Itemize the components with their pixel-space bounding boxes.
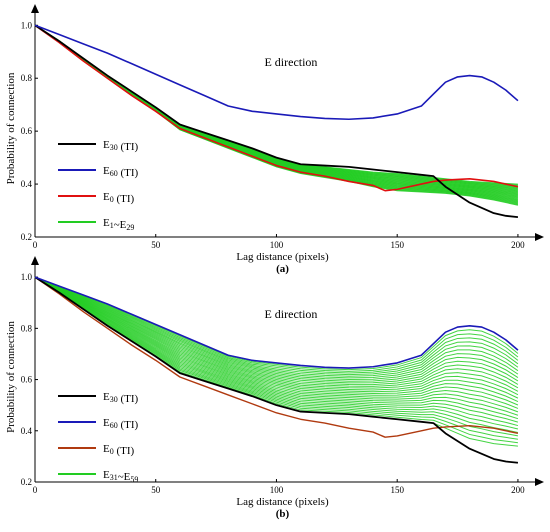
series-line bbox=[34, 276, 519, 464]
x-axis-label: Lag distance (pixels) bbox=[236, 251, 329, 263]
series-line bbox=[34, 24, 519, 192]
series-line-member bbox=[34, 276, 519, 384]
series-line-member bbox=[34, 276, 519, 423]
series-line-member bbox=[34, 276, 519, 409]
x-tick-label: 50 bbox=[151, 485, 161, 495]
y-tick-label: 0.8 bbox=[21, 323, 33, 333]
x-tick-label: 200 bbox=[511, 240, 525, 250]
series-line-member bbox=[34, 276, 519, 413]
x-tick-label: 150 bbox=[390, 240, 404, 250]
x-tick-label: 100 bbox=[270, 240, 284, 250]
x-tick-label: 0 bbox=[33, 485, 38, 495]
legend-label: E60 (TI) bbox=[103, 417, 139, 431]
y-axis-label: Probability of connection bbox=[5, 321, 17, 433]
legend: E30 (TI) E60 (TI) E0 (TI) E31~E59 bbox=[58, 391, 139, 484]
series-line-member bbox=[34, 276, 519, 406]
legend-label: E30 (TI) bbox=[103, 391, 139, 405]
series-line-member bbox=[34, 276, 519, 374]
x-tick-label: 200 bbox=[511, 485, 525, 495]
series-line bbox=[34, 24, 519, 219]
series-line-member bbox=[34, 276, 519, 433]
series-line-member bbox=[34, 276, 519, 371]
y-tick-label: 0.6 bbox=[21, 126, 33, 136]
x-tick-label: 0 bbox=[33, 240, 38, 250]
series-line-member bbox=[34, 276, 519, 437]
chart-panel-a: 0 50 100 150 200 0.2 0.4 0.6 0.8 1.0 Lag distance … bbox=[5, 4, 544, 275]
x-tick-label: 50 bbox=[151, 240, 161, 250]
series-line-member bbox=[34, 276, 519, 389]
series-line-member bbox=[34, 276, 519, 440]
legend-label: E60 (TI) bbox=[103, 165, 139, 179]
chart-title: E direction bbox=[264, 307, 317, 321]
series-line-member bbox=[34, 276, 519, 382]
y-tick-label: 0.2 bbox=[21, 477, 32, 487]
series-line bbox=[34, 276, 519, 369]
series-line-member bbox=[34, 276, 519, 392]
x-axis-arrow bbox=[535, 233, 544, 241]
series-line bbox=[34, 24, 519, 121]
y-tick-label: 1.0 bbox=[21, 272, 33, 282]
y-tick-label: 1.0 bbox=[21, 20, 33, 30]
series-line-member bbox=[34, 276, 519, 396]
y-tick-label: 0.2 bbox=[21, 232, 32, 242]
series-line-member bbox=[34, 276, 519, 427]
y-tick-label: 0.4 bbox=[21, 426, 33, 436]
y-tick-label: 0.4 bbox=[21, 179, 33, 189]
legend-label: E0 (TI) bbox=[103, 191, 135, 205]
x-axis-label: Lag distance (pixels) bbox=[236, 496, 329, 508]
y-axis-arrow bbox=[31, 4, 39, 13]
y-axis-label: Probability of connection bbox=[5, 72, 17, 184]
legend-label: E30 (TI) bbox=[103, 139, 139, 153]
series-line-member bbox=[34, 276, 519, 377]
panel-label: (a) bbox=[276, 263, 289, 275]
legend-label: E0 (TI) bbox=[103, 443, 135, 457]
chart-panel-b: 0 50 100 150 200 0.2 0.4 0.6 0.8 1.0 Lag distance … bbox=[5, 256, 544, 520]
series-line-member bbox=[34, 276, 519, 376]
series-line-member bbox=[34, 276, 519, 372]
series-line-member bbox=[34, 276, 519, 430]
y-axis-arrow bbox=[31, 256, 39, 265]
legend-label: E1~E29 bbox=[103, 217, 134, 232]
y-tick-label: 0.6 bbox=[21, 375, 33, 385]
x-tick-label: 100 bbox=[270, 485, 284, 495]
series-line-member bbox=[34, 276, 519, 403]
legend-label: E31~E59 bbox=[103, 469, 138, 484]
x-axis-arrow bbox=[535, 478, 544, 486]
legend: E30 (TI) E60 (TI) E0 (TI) E1~E29 bbox=[58, 139, 139, 232]
series-line-member bbox=[34, 276, 519, 379]
series-line bbox=[34, 276, 519, 438]
y-tick-label: 0.8 bbox=[21, 73, 33, 83]
chart-title: E direction bbox=[264, 55, 317, 69]
series-line-member bbox=[34, 276, 519, 420]
x-tick-label: 150 bbox=[390, 485, 404, 495]
series-line-member bbox=[34, 276, 519, 381]
series-line-member bbox=[34, 276, 519, 399]
panel-label: (b) bbox=[276, 508, 290, 520]
series-line-member bbox=[34, 276, 519, 386]
series-line-member bbox=[34, 276, 519, 416]
series-line-member bbox=[34, 24, 519, 205]
